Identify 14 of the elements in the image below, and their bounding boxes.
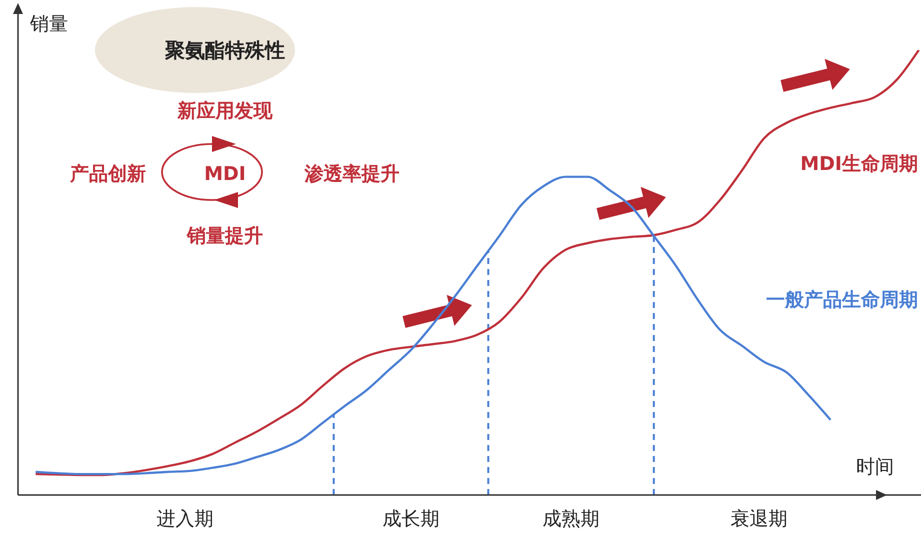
y-axis-title: 销量 — [29, 13, 68, 35]
text: 成熟期 — [542, 508, 600, 530]
x-axis-title: 时间 — [856, 456, 894, 478]
text: 成长期 — [382, 508, 440, 530]
series-label: MDI生命周期 — [800, 153, 918, 175]
text: 一般产品生命周期 — [766, 289, 918, 311]
annotation: 销量提升 — [186, 225, 263, 247]
annotation: 产品创新 — [69, 163, 146, 185]
annotation: 新应用发现 — [176, 100, 274, 122]
annotation: 聚氨酯特殊性 — [164, 38, 285, 62]
annotation: MDI — [204, 163, 246, 185]
text: 进入期 — [156, 508, 214, 530]
text: 衰退期 — [730, 508, 788, 530]
annotation: 渗透率提升 — [304, 163, 400, 185]
